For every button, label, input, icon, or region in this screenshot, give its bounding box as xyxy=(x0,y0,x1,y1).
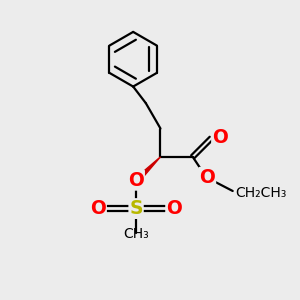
Text: O: O xyxy=(128,171,144,190)
Text: CH₂CH₃: CH₂CH₃ xyxy=(236,186,287,200)
Text: O: O xyxy=(212,128,228,147)
Text: O: O xyxy=(200,168,215,187)
Text: O: O xyxy=(166,199,182,218)
Text: CH₃: CH₃ xyxy=(123,227,149,241)
Text: O: O xyxy=(90,199,106,218)
Text: S: S xyxy=(129,199,143,218)
Polygon shape xyxy=(134,157,160,183)
